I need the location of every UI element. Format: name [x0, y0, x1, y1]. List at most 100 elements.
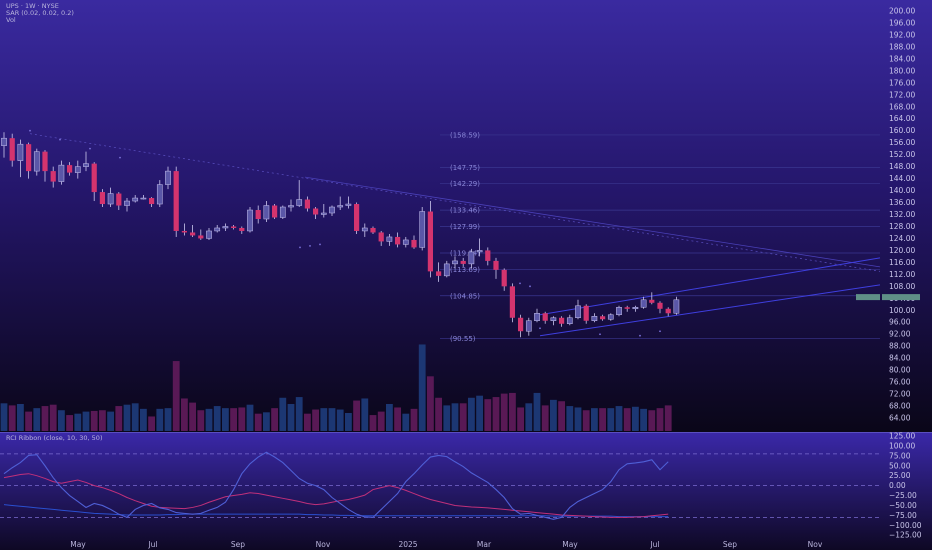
- volume-bar: [361, 398, 369, 431]
- candle-up: [673, 299, 680, 314]
- price-tick-label: 100.00: [889, 306, 915, 315]
- volume-bar: [443, 405, 451, 431]
- candle-down: [395, 236, 401, 245]
- candle-down: [665, 308, 671, 314]
- channel-lower-line: [539, 284, 881, 337]
- time-tick-label: May: [70, 540, 86, 549]
- volume-bar: [181, 398, 188, 431]
- volume-bar: [304, 413, 311, 431]
- volume-bar: [312, 409, 319, 431]
- volume-bar: [632, 406, 639, 431]
- descending-trendline: [304, 176, 881, 268]
- candle-up: [222, 226, 229, 229]
- candle-up: [607, 314, 614, 320]
- sar-dot: [599, 333, 601, 336]
- price-tick-label: 92.00: [889, 330, 911, 339]
- volume-bar: [287, 404, 295, 431]
- price-tick-label: 196.00: [889, 18, 915, 27]
- rci-tick-label: 0.00: [889, 481, 906, 490]
- candle-up: [288, 205, 294, 208]
- volume-bar: [484, 399, 492, 431]
- candlestick-series[interactable]: [1, 129, 680, 338]
- sar-dot: [119, 156, 121, 159]
- volume-bar: [410, 408, 418, 431]
- volume-bar: [197, 410, 205, 431]
- volume-bar: [0, 403, 8, 431]
- symbol-legend[interactable]: UPS · 1W · NYSE SAR (0.02, 0.02, 0.2) Vo…: [6, 3, 74, 24]
- volume-bar: [205, 408, 213, 431]
- candle-down: [370, 227, 376, 233]
- candle-down: [583, 305, 589, 321]
- price-axis[interactable]: 200.00 196.00 192.00 188.00 184.00 180.00 176.…: [889, 6, 915, 422]
- price-tick-label: 120.00: [889, 246, 915, 255]
- volume-bar: [66, 415, 73, 431]
- volume-bar: [328, 408, 336, 431]
- volume-bar: [271, 408, 278, 431]
- volume-bar: [254, 413, 262, 431]
- volume-bar: [509, 392, 516, 431]
- volume-bar: [648, 410, 656, 431]
- volume-bar: [230, 408, 237, 431]
- candle-down: [67, 165, 73, 173]
- time-axis[interactable]: May Jul Sep Nov 2025 Mar May Jul Sep Nov: [70, 540, 823, 549]
- fib-label: (133.46): [450, 207, 480, 215]
- symbol-title[interactable]: UPS · 1W · NYSE: [6, 2, 59, 10]
- candle-up: [1, 137, 7, 146]
- sar-dot: [529, 285, 531, 288]
- price-tick-label: 136.00: [889, 198, 915, 207]
- sar-dot: [59, 138, 61, 141]
- fib-label: (90.55): [450, 335, 476, 343]
- candle-up: [74, 166, 81, 173]
- candle-down: [181, 230, 187, 233]
- price-tick-label: 84.00: [889, 354, 911, 363]
- candle-up: [17, 143, 24, 161]
- volume-bar: [468, 397, 475, 431]
- candle-up: [124, 200, 130, 206]
- fib-label: (147.75): [450, 164, 480, 172]
- volume-legend[interactable]: Vol: [6, 16, 16, 24]
- time-tick-label: Sep: [723, 540, 737, 549]
- rci-pane-background: [0, 433, 932, 550]
- time-tick-label: Mar: [477, 540, 492, 549]
- candle-down: [231, 226, 237, 228]
- rci-tick-label: −25.00: [889, 491, 917, 500]
- fib-label: (142.29): [450, 180, 480, 188]
- volume-bar: [369, 415, 377, 431]
- volume-bar: [533, 392, 541, 431]
- dashed-trendline: [29, 133, 881, 272]
- sar-legend[interactable]: SAR (0.02, 0.02, 0.2): [6, 9, 74, 17]
- candle-down: [272, 205, 278, 218]
- price-tick-label: 144.00: [889, 174, 915, 183]
- time-tick-label: May: [562, 540, 578, 549]
- candle-down: [509, 286, 515, 318]
- price-channel[interactable]: [539, 257, 881, 337]
- price-tick-label: 140.00: [889, 186, 915, 195]
- candle-up: [452, 260, 458, 265]
- volume-bar: [336, 409, 344, 431]
- price-tick-label: 200.00: [889, 6, 915, 15]
- candle-up: [640, 299, 647, 308]
- rci-legend[interactable]: RCI Ribbon (close, 10, 30, 50): [6, 434, 103, 442]
- rci-tick-label: 25.00: [889, 471, 911, 480]
- price-tick-label: 192.00: [889, 30, 915, 39]
- candle-down: [436, 271, 442, 276]
- rci-tick-label: −75.00: [889, 511, 917, 520]
- time-tick-label: Sep: [231, 540, 245, 549]
- main-pane-background: [0, 0, 932, 432]
- rci-axis[interactable]: 125.00100.0075.0050.0025.000.00−25.00−50…: [889, 431, 922, 539]
- candle-down: [173, 171, 179, 231]
- price-tick-label: 112.00: [889, 270, 915, 279]
- candle-down: [50, 171, 56, 182]
- price-tick-label: 184.00: [889, 54, 915, 63]
- rci-tick-label: −100.00: [889, 521, 922, 530]
- price-tick-label: 76.00: [889, 378, 911, 387]
- price-tick-label: 128.00: [889, 222, 915, 231]
- sar-dot: [29, 129, 31, 132]
- candle-up: [206, 230, 212, 239]
- volume-bar: [213, 406, 221, 431]
- price-tick-label: 172.00: [889, 90, 915, 99]
- candle-down: [255, 210, 261, 219]
- rci-tick-label: −125.00: [889, 531, 922, 540]
